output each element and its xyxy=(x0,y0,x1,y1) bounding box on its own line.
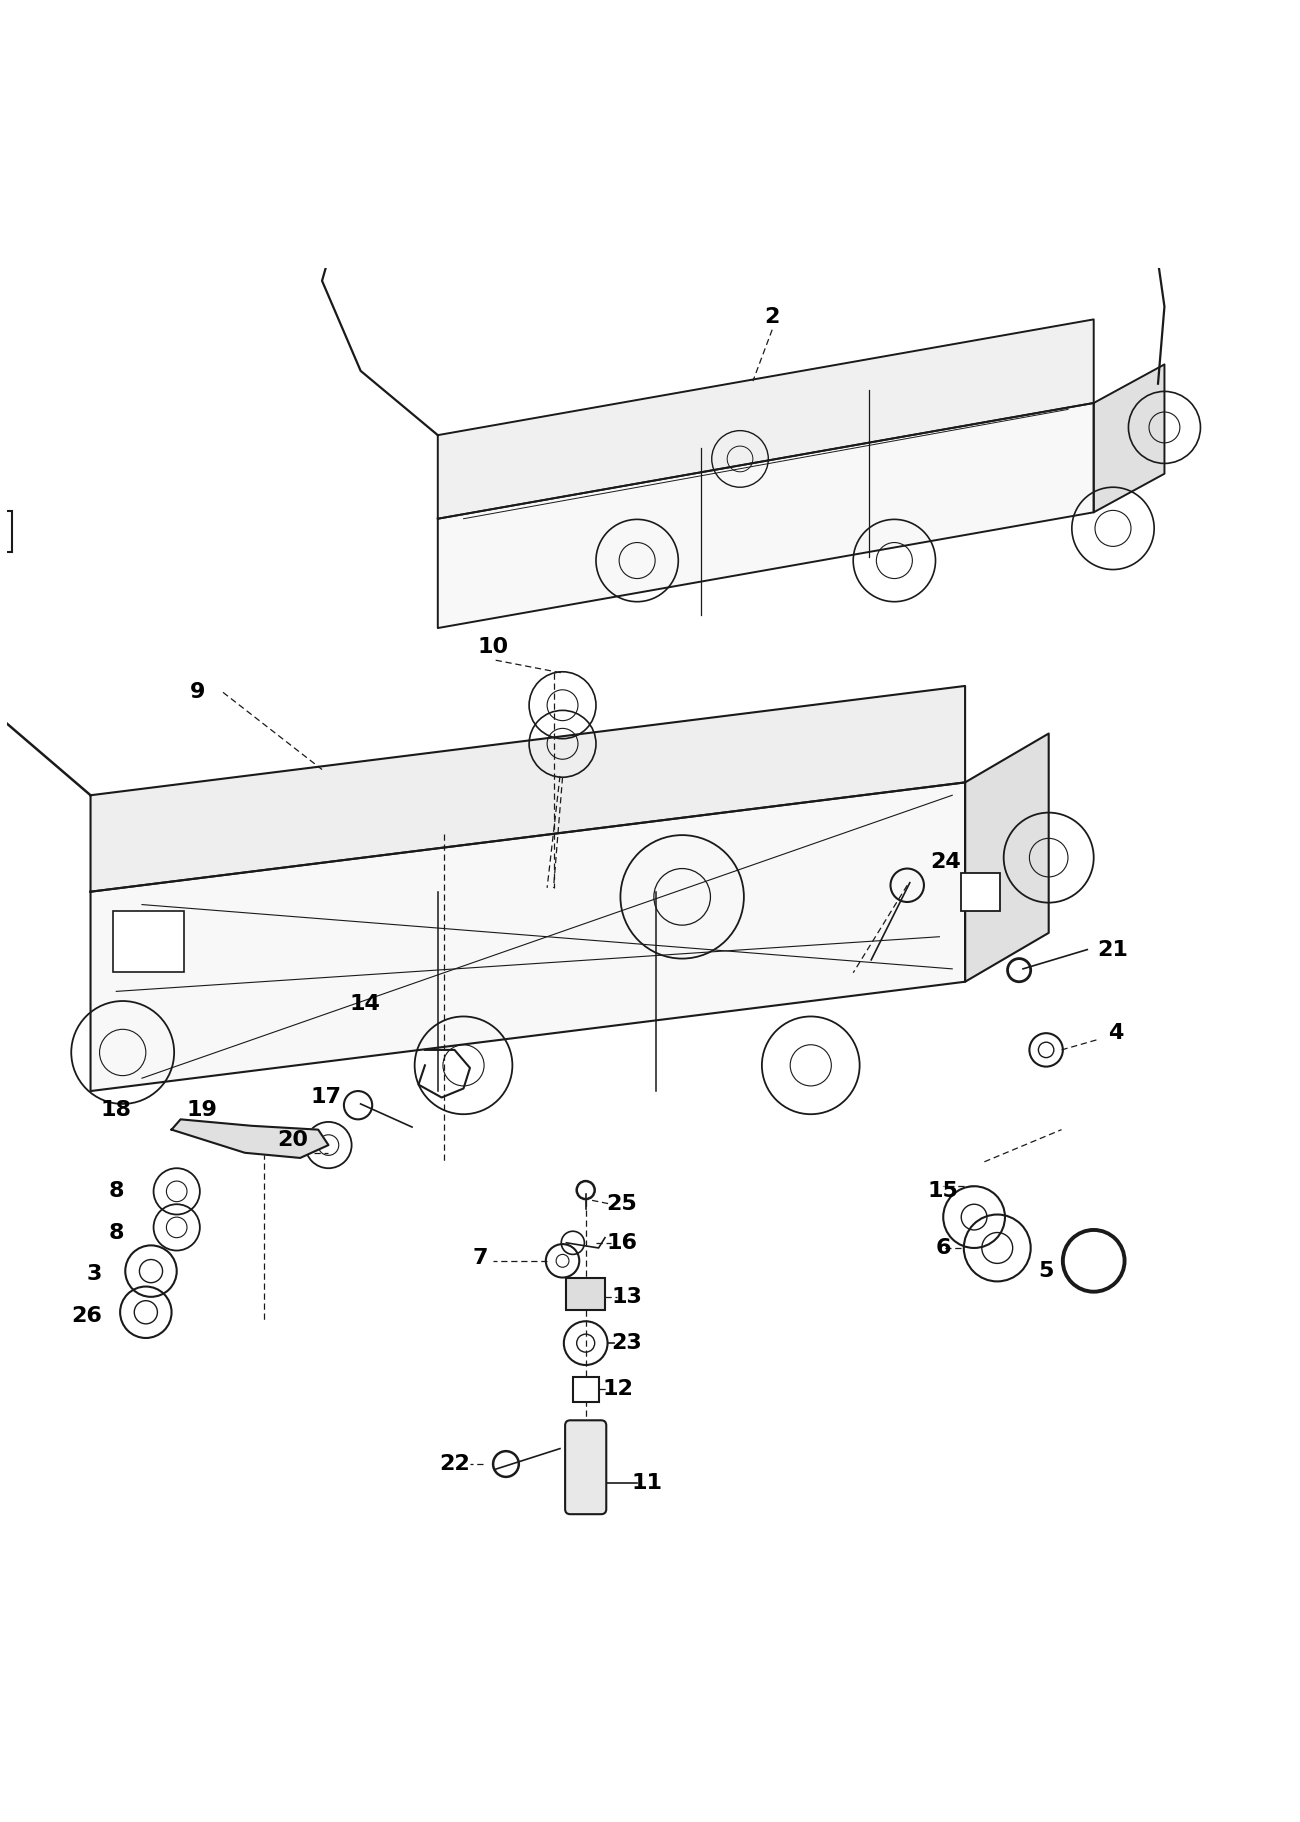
Polygon shape xyxy=(965,734,1049,982)
Text: 17: 17 xyxy=(311,1088,342,1108)
Text: 22: 22 xyxy=(439,1454,469,1474)
Bar xyxy=(113,911,183,973)
Text: 6: 6 xyxy=(936,1237,952,1257)
Bar xyxy=(0,510,12,552)
Text: 12: 12 xyxy=(602,1379,633,1399)
Text: 14: 14 xyxy=(348,993,380,1013)
Polygon shape xyxy=(438,319,1093,519)
Text: 11: 11 xyxy=(632,1474,663,1494)
Text: 21: 21 xyxy=(1097,940,1128,960)
Bar xyxy=(316,179,367,215)
Text: 5: 5 xyxy=(1039,1261,1054,1281)
Bar xyxy=(961,873,1000,911)
Text: 15: 15 xyxy=(928,1181,958,1201)
Bar xyxy=(573,1377,598,1403)
Text: 26: 26 xyxy=(72,1306,103,1326)
Text: 2: 2 xyxy=(764,306,780,326)
Text: 23: 23 xyxy=(611,1334,642,1354)
Text: 25: 25 xyxy=(606,1193,637,1213)
Polygon shape xyxy=(1093,364,1165,512)
Text: 18: 18 xyxy=(101,1100,131,1121)
Text: 4: 4 xyxy=(1108,1024,1123,1044)
Text: 20: 20 xyxy=(277,1130,308,1150)
Text: 9: 9 xyxy=(190,683,205,701)
FancyBboxPatch shape xyxy=(566,1421,606,1514)
Text: 7: 7 xyxy=(472,1248,488,1268)
Polygon shape xyxy=(91,685,965,891)
Text: 19: 19 xyxy=(187,1100,218,1121)
Text: 8: 8 xyxy=(108,1223,124,1243)
Text: 24: 24 xyxy=(931,853,961,873)
Text: 10: 10 xyxy=(477,638,508,658)
Text: 16: 16 xyxy=(606,1233,637,1254)
Polygon shape xyxy=(438,403,1093,629)
Text: 13: 13 xyxy=(611,1286,642,1306)
Text: 3: 3 xyxy=(87,1264,103,1285)
Polygon shape xyxy=(91,782,965,1091)
Polygon shape xyxy=(172,1119,329,1159)
Text: 8: 8 xyxy=(108,1181,124,1201)
Bar xyxy=(567,1279,604,1310)
